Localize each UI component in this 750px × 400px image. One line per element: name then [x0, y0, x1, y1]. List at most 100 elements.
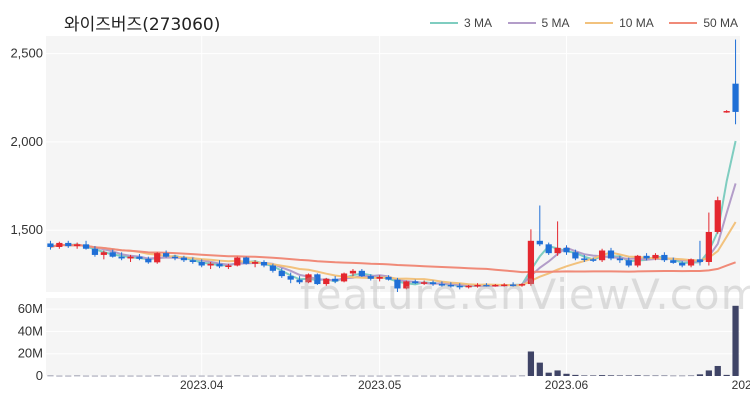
candle-body [474, 284, 481, 287]
volume-bar [679, 375, 686, 377]
candle-body [154, 253, 161, 263]
candle-body [118, 256, 125, 259]
volume-bar [501, 375, 508, 377]
volume-tick-label: 60M [18, 301, 43, 316]
candle-body [367, 276, 374, 279]
candle-body [670, 260, 677, 263]
volume-bar [670, 375, 677, 377]
volume-bar [598, 375, 606, 376]
volume-bar [492, 375, 499, 377]
candle-body [732, 83, 739, 112]
candle-body [234, 257, 241, 266]
volume-bar [581, 375, 588, 376]
volume-bar [305, 375, 312, 377]
volume-bar [136, 375, 143, 377]
candle-body [625, 260, 632, 266]
candle-body [91, 248, 99, 255]
candle-body [581, 258, 588, 260]
candle-body [723, 111, 730, 113]
volume-bar [572, 374, 579, 376]
x-tick-label: 2023.07 [732, 378, 750, 392]
legend-swatch-ma5 [507, 22, 536, 24]
volume-bar [74, 375, 81, 377]
candle-body [607, 250, 615, 259]
volume-bar [163, 375, 170, 377]
candle-body [163, 253, 170, 257]
volume-bar [483, 375, 490, 377]
volume-bar [82, 375, 90, 377]
candle-body [243, 257, 250, 264]
candle-body [287, 276, 294, 280]
volume-bar [456, 375, 463, 377]
candle-body [447, 284, 454, 287]
candle-body [314, 274, 321, 285]
candle-body [643, 255, 650, 259]
volume-bar [696, 374, 704, 376]
volume-bar [643, 375, 650, 377]
volume-bar [687, 375, 695, 377]
volume-bar [171, 375, 179, 377]
candle-body [358, 270, 365, 277]
candle-body [260, 261, 268, 266]
candle-body [198, 261, 205, 266]
candle-body [429, 282, 437, 285]
legend-label-ma50: 50 MA [703, 16, 738, 30]
volume-bar [510, 375, 517, 377]
volume-bar [527, 351, 535, 376]
volume-bar [251, 375, 259, 377]
candle-body [590, 259, 597, 261]
candle-body [572, 252, 579, 259]
candle-body [56, 242, 63, 247]
volume-bar [465, 375, 472, 377]
volume-bar [634, 375, 641, 376]
volume-bar [616, 375, 623, 376]
volume-bar [554, 370, 561, 376]
chart-title: 와이즈버즈(273060) [64, 15, 221, 35]
volume-bar [56, 375, 63, 377]
volume-panel-bg [46, 298, 740, 376]
candle-body [100, 252, 107, 255]
volume-bar [225, 375, 232, 377]
volume-bar [349, 375, 357, 377]
x-tick-label: 2023.04 [180, 378, 224, 392]
candle-body [189, 260, 196, 262]
volume-bar [65, 375, 72, 377]
candle-body [251, 261, 259, 264]
volume-bar [145, 375, 152, 377]
volume-bar [661, 375, 668, 377]
candle-body [465, 285, 472, 288]
candle-body [661, 254, 668, 261]
volume-bar [536, 362, 543, 376]
volume-bar [207, 375, 214, 377]
candle-body [492, 284, 499, 287]
candle-body [180, 257, 188, 261]
volume-bar [154, 375, 161, 377]
volume-bar [590, 375, 597, 376]
volume-bar [394, 375, 401, 377]
volume-bar [180, 375, 188, 377]
candle-body [536, 240, 543, 245]
volume-tick-label: 0 [36, 368, 43, 383]
volume-bar [545, 372, 552, 376]
candle-body [456, 285, 463, 288]
legend-label-ma3: 3 MA [464, 16, 493, 30]
volume-bar [429, 375, 437, 377]
candle-body [305, 274, 312, 283]
volume-bar [47, 375, 54, 377]
volume-bar [376, 375, 383, 377]
candle-body [323, 278, 330, 285]
volume-bar [723, 374, 730, 376]
legend-swatch-ma10 [585, 22, 614, 24]
candle-body [403, 281, 410, 289]
ma-line-50 [50, 243, 736, 274]
candle-body [82, 244, 90, 249]
volume-bar [474, 375, 481, 377]
volume-bar [100, 375, 107, 377]
volume-bar [563, 373, 570, 376]
x-tick-label: 2023.05 [358, 378, 402, 392]
candle-body [109, 252, 116, 257]
volume-bar [127, 375, 134, 377]
volume-bar [216, 375, 223, 377]
